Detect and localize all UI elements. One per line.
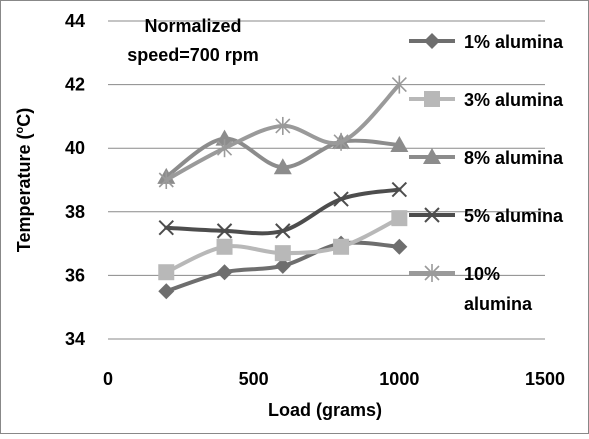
- legend-entry-5pct-alumina: 5% alumina: [409, 206, 564, 226]
- y-tick-label-34: 34: [65, 329, 85, 349]
- point-3pct-alumina-800: [333, 238, 350, 255]
- y-axis-title: Temperature (oC): [14, 108, 34, 252]
- point-10pct-alumina-200: [158, 171, 174, 189]
- point-1pct-alumina-600: [274, 257, 291, 274]
- point-3pct-alumina-1000: [391, 210, 408, 227]
- legend: 1% alumina 3% alumina 8% alumina 5% alumina…: [409, 32, 564, 314]
- legend-marker-1pct-alumina: [424, 33, 440, 49]
- y-axis-title-degree: o: [14, 127, 26, 134]
- point-5pct-alumina-200: [158, 219, 174, 236]
- point-3pct-alumina-1000-shape: [391, 210, 408, 227]
- point-8pct-alumina-400: [215, 129, 234, 146]
- x-axis-title: Load (grams): [268, 400, 382, 420]
- y-tick-label-40: 40: [65, 138, 85, 158]
- point-10pct-alumina-1000: [391, 75, 407, 94]
- y-tick-label-36: 36: [65, 265, 85, 285]
- legend-entry-8pct-alumina: 8% alumina: [409, 148, 564, 168]
- point-10pct-alumina-400: [216, 139, 233, 158]
- y-tick-label-42: 42: [65, 75, 85, 95]
- point-1pct-alumina-400: [216, 264, 233, 281]
- legend-label-10pct-alumina-1: alumina: [464, 294, 533, 314]
- point-5pct-alumina-800-stroke-b: [333, 191, 349, 207]
- y-axis-title-unit: C): [14, 108, 34, 127]
- x-tick-label-0: 0: [103, 369, 113, 389]
- point-1pct-alumina-600-shape: [274, 257, 291, 274]
- point-5pct-alumina-800: [333, 191, 349, 207]
- legend-entry-10pct-alumina: 10% alumina: [409, 264, 533, 314]
- x-tick-label-500: 500: [239, 369, 269, 389]
- x-tick-label-1500: 1500: [525, 369, 565, 389]
- legend-marker-10pct-alumina: [424, 264, 440, 282]
- point-5pct-alumina-1000-stroke-b: [391, 181, 408, 198]
- point-1pct-alumina-200: [158, 283, 175, 300]
- y-tick-label-38: 38: [65, 202, 85, 222]
- legend-marker-5pct-alumina-stroke-b: [424, 207, 440, 223]
- legend-label-5pct-alumina: 5% alumina: [464, 206, 564, 226]
- y-tick-label-44: 44: [65, 11, 85, 31]
- point-5pct-alumina-400-stroke-b: [216, 223, 233, 239]
- point-1pct-alumina-400-shape: [216, 264, 233, 281]
- point-8pct-alumina-600: [273, 158, 292, 175]
- legend-label-3pct-alumina: 3% alumina: [464, 90, 564, 110]
- legend-label-10pct-alumina: 10%: [464, 264, 500, 284]
- point-3pct-alumina-400-shape: [216, 238, 233, 255]
- point-8pct-alumina-1000-shape: [390, 136, 409, 153]
- legend-marker-3pct-alumina: [424, 91, 440, 107]
- legend-marker-5pct-alumina: [424, 207, 440, 223]
- legend-marker-8pct-alumina: [423, 148, 441, 164]
- y-axis-title-main: Temperature (: [14, 134, 34, 253]
- grid-layer: [108, 20, 545, 340]
- point-5pct-alumina-600-stroke-b: [275, 223, 291, 239]
- legend-marker-8pct-alumina-shape: [423, 148, 441, 164]
- axis-layer: 34 36 38 40 42 44 0 500 1000 1500: [65, 11, 565, 389]
- legend-label-1pct-alumina: 1% alumina: [464, 32, 564, 52]
- legend-marker-1pct-alumina-shape: [424, 33, 440, 49]
- point-5pct-alumina-1000: [391, 181, 408, 198]
- point-3pct-alumina-200-shape: [158, 264, 175, 281]
- point-5pct-alumina-200-stroke-b: [158, 219, 174, 236]
- point-5pct-alumina-600: [275, 223, 291, 239]
- point-3pct-alumina-600: [274, 245, 291, 262]
- annotation-line-2: speed=700 rpm: [127, 45, 259, 65]
- point-3pct-alumina-800-shape: [333, 238, 350, 255]
- point-5pct-alumina-400: [216, 223, 233, 239]
- point-8pct-alumina-1000: [390, 136, 409, 153]
- label-layer: Normalized speed=700 rpm Load (grams) Te…: [14, 16, 382, 420]
- point-1pct-alumina-1000: [391, 238, 408, 255]
- legend-entry-1pct-alumina: 1% alumina: [409, 32, 564, 52]
- point-8pct-alumina-600-shape: [273, 158, 292, 175]
- point-8pct-alumina-400-shape: [215, 129, 234, 146]
- legend-label-8pct-alumina: 8% alumina: [464, 148, 564, 168]
- point-10pct-alumina-800: [333, 132, 349, 151]
- x-tick-label-1000: 1000: [379, 369, 419, 389]
- legend-entry-3pct-alumina: 3% alumina: [409, 90, 564, 110]
- annotation-line-1: Normalized: [144, 16, 241, 36]
- legend-marker-3pct-alumina-shape: [424, 91, 440, 107]
- point-10pct-alumina-600: [275, 116, 291, 135]
- series-layer: [157, 75, 409, 300]
- point-3pct-alumina-600-shape: [274, 245, 291, 262]
- point-1pct-alumina-1000-shape: [391, 238, 408, 255]
- point-1pct-alumina-200-shape: [158, 283, 175, 300]
- point-3pct-alumina-200: [158, 264, 175, 281]
- point-3pct-alumina-400: [216, 238, 233, 255]
